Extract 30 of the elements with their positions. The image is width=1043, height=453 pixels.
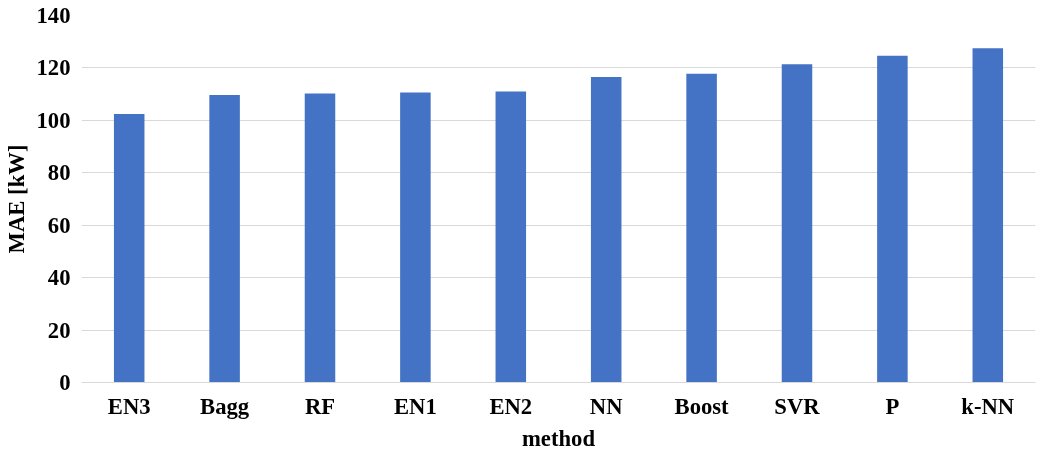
x-tick-label: P [885,393,900,419]
y-tick-label: 140 [36,3,71,28]
y-tick-label: 20 [47,317,71,343]
x-tick-label: EN1 [394,393,437,419]
x-tick-label: k-NN [961,393,1015,419]
y-axis-title: MAE [kW] [3,144,29,254]
bar [781,64,813,383]
bar [972,48,1004,383]
x-axis-title: method [522,425,596,451]
x-tick-label: Boost [674,393,730,419]
x-tick-label: EN3 [107,393,151,419]
bar [495,91,527,383]
y-tick-label: 60 [47,212,71,238]
y-tick-label: 120 [36,55,71,81]
bar [113,114,145,383]
x-tick-label: EN2 [489,393,533,419]
bar [590,77,622,383]
x-tick-label: NN [589,393,624,419]
x-tick-label: RF [304,393,336,419]
bar [209,94,240,383]
y-tick-label: 0 [59,370,71,395]
bar [400,92,431,383]
bar [686,73,717,383]
y-tick-label: 100 [36,107,71,133]
x-tick-label: SVR [774,393,821,419]
bar [877,55,908,383]
bar [304,93,336,383]
y-tick-label: 40 [47,265,71,291]
x-tick-label: Bagg [200,393,250,419]
y-tick-label: 80 [47,160,71,186]
